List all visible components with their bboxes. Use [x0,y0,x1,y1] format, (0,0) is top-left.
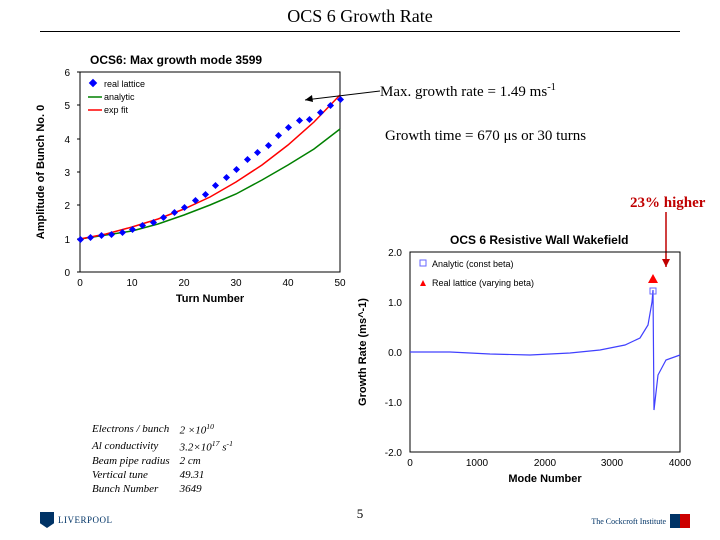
svg-text:0: 0 [407,458,413,469]
svg-text:real lattice: real lattice [104,79,145,89]
svg-text:5: 5 [64,101,70,112]
svg-text:3: 3 [64,168,70,179]
svg-text:2: 2 [64,201,70,212]
svg-text:Turn Number: Turn Number [176,293,245,305]
table-row: Al conductivity3.2×1017 s-1 [92,439,241,454]
analytic-curve [410,290,680,410]
real-peak-marker [648,274,658,283]
table-row: Electrons / bunch2 ×1010 [92,422,241,437]
svg-text:40: 40 [282,278,294,289]
page-number: 5 [357,506,364,522]
svg-text:1000: 1000 [466,458,489,469]
growth-time-label: Growth time = 670 μs or 30 turns [385,128,586,145]
svg-text:Mode Number: Mode Number [508,473,582,485]
params-table: Electrons / bunch2 ×1010 Al conductivity… [90,420,243,497]
liverpool-logo: LIVERPOOL [40,512,113,528]
analytic-line [80,129,340,239]
slide-title: OCS 6 Growth Rate [0,0,720,27]
svg-text:1: 1 [64,235,70,246]
table-row: Vertical tune49.31 [92,469,241,481]
svg-text:10: 10 [126,278,138,289]
svg-text:3000: 3000 [601,458,624,469]
real-lattice-points [77,96,344,243]
shield-icon [40,512,54,528]
arrow-to-rate [300,85,380,105]
cockcroft-logo: The Cockcroft Institute [591,514,690,528]
svg-text:20: 20 [178,278,190,289]
divider [40,31,680,32]
svg-text:Analytic (const beta): Analytic (const beta) [432,259,514,269]
expfit-line [80,95,340,239]
table-row: Bunch Number3649 [92,483,241,495]
svg-text:30: 30 [230,278,242,289]
chart-left-title: OCS6: Max growth mode 3599 [90,53,262,67]
wakefield-chart: OCS 6 Resistive Wall Wakefield 2.0 1.0 0… [350,230,700,490]
svg-text:0: 0 [64,268,70,279]
svg-text:Real lattice (varying beta): Real lattice (varying beta) [432,278,534,288]
svg-text:50: 50 [334,278,346,289]
svg-text:4000: 4000 [669,458,692,469]
max-rate-label: Max. growth rate = 1.49 ms-1 [380,82,556,101]
svg-text:0: 0 [77,278,83,289]
svg-text:exp fit: exp fit [104,105,129,115]
svg-text:Amplitude of Bunch No. 0: Amplitude of Bunch No. 0 [35,105,47,239]
svg-text:1.0: 1.0 [388,298,402,309]
svg-text:Growth Rate (ms^-1): Growth Rate (ms^-1) [357,298,369,406]
svg-text:4: 4 [64,135,70,146]
svg-text:0.0: 0.0 [388,348,402,359]
svg-text:2000: 2000 [534,458,557,469]
chart-right-title: OCS 6 Resistive Wall Wakefield [450,233,629,247]
higher-label: 23% higher [630,195,705,212]
svg-text:2.0: 2.0 [388,248,402,259]
svg-text:analytic: analytic [104,92,135,102]
svg-text:-1.0: -1.0 [385,398,403,409]
svg-text:-2.0: -2.0 [385,448,403,459]
table-row: Beam pipe radius2 cm [92,455,241,467]
svg-text:6: 6 [64,68,70,79]
ci-icon [670,514,690,528]
